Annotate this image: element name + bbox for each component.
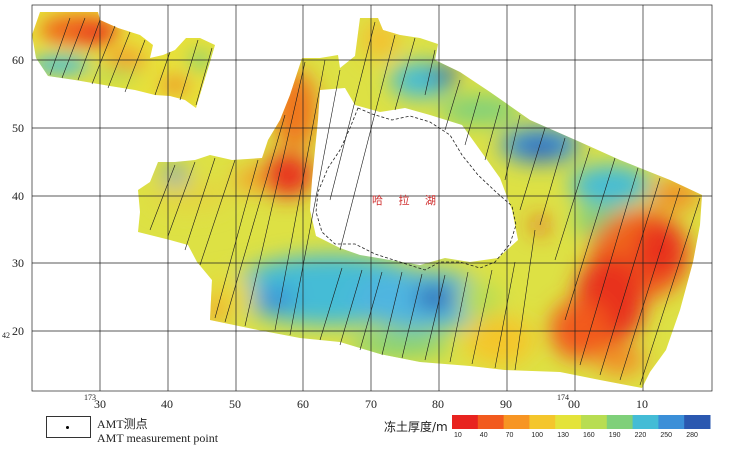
x-tick-label: 90 (500, 397, 512, 411)
x-tick-label: 50 (229, 397, 241, 411)
x-axis-labels: 173 30 40 50 60 70 80 90 174 00 10 (84, 393, 648, 411)
legend-label-cn: AMT测点 (97, 417, 148, 431)
colorbar-swatch (452, 415, 479, 429)
colorbar-tick-label: 220 (635, 432, 647, 439)
y-tick-label: 20 (12, 324, 24, 338)
legend-symbol-box (46, 416, 91, 438)
colorbar-swatch (658, 415, 685, 429)
x-tick-label: 40 (161, 397, 173, 411)
x-tick-label: 80 (432, 397, 444, 411)
colorbar-swatch (581, 415, 608, 429)
y-tick-label: 60 (12, 53, 24, 67)
x-tick-label: 70 (365, 397, 377, 411)
y-axis-labels: 60 50 40 30 42 20 (2, 53, 24, 340)
y-tick-label: 50 (12, 121, 24, 135)
colorbar-swatch (529, 415, 556, 429)
lake-area (310, 88, 518, 265)
colorbar-swatch (632, 415, 659, 429)
colorbar-tick-label: 100 (531, 432, 543, 439)
x-tick-label: 00 (568, 397, 580, 411)
colorbar-swatch (684, 415, 711, 429)
colorbar-tick-label: 160 (583, 432, 595, 439)
colorbar: 10 40 70 100 130 160 190 220 250 280 (452, 415, 711, 439)
colorbar-tick-label: 280 (686, 432, 698, 439)
x-tick-label: 60 (297, 397, 309, 411)
amt-point-symbol (66, 426, 69, 429)
lake-label: 哈 拉 湖 (372, 193, 442, 207)
x-tick-prefix: 174 (557, 393, 569, 402)
colorbar-swatch (555, 415, 582, 429)
colorbar-tick-label: 10 (454, 432, 462, 439)
colorbar-swatch (477, 415, 505, 429)
amt-profile-lines (49, 17, 701, 386)
y-tick-label: 40 (12, 189, 24, 203)
y-tick-prefix: 42 (2, 331, 10, 340)
grid-lines (31, 4, 713, 392)
colorbar-title: 冻土厚度/m (384, 420, 448, 434)
colorbar-tick-label: 70 (506, 432, 514, 439)
colorbar-tick-label: 40 (480, 432, 488, 439)
x-tick-label: 30 (94, 397, 106, 411)
colorbar-swatch (606, 415, 634, 429)
y-tick-label: 30 (12, 256, 24, 270)
colorbar-tick-label: 130 (557, 432, 569, 439)
x-tick-prefix: 173 (84, 393, 96, 402)
colorbar-tick-label: 190 (609, 432, 621, 439)
lake-shoreline (315, 107, 517, 271)
legend-label-en: AMT measurement point (97, 431, 219, 445)
x-tick-label: 10 (636, 397, 648, 411)
colorbar-tick-label: 250 (660, 432, 672, 439)
colorbar-swatch (503, 415, 530, 429)
